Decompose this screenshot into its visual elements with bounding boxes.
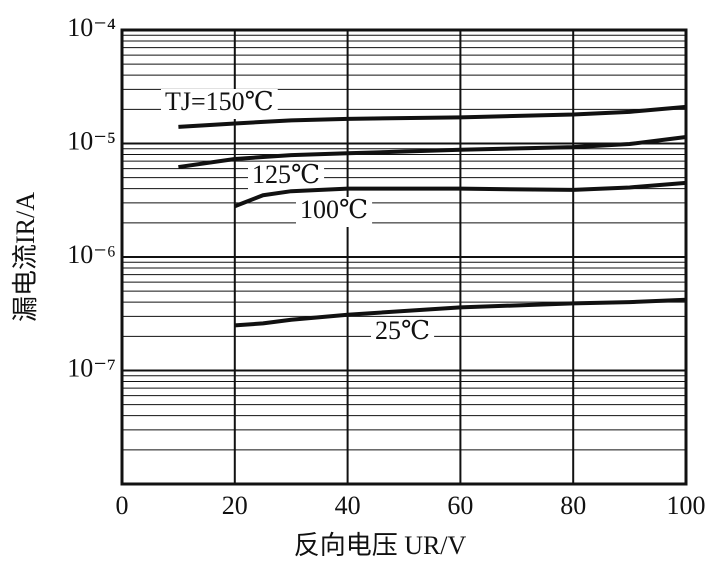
label-bg [296, 197, 373, 227]
data-line [234, 180, 687, 209]
data-line [178, 104, 687, 129]
x-tick-label: 40 [335, 491, 361, 520]
y-tick-label: 10⁻⁵ [67, 126, 116, 155]
series-label: 100℃ [300, 195, 368, 224]
x-tick-label: 100 [667, 491, 706, 520]
y-tick-label: 10⁻⁶ [67, 240, 116, 269]
series-label: 125℃ [252, 160, 320, 189]
series-label: 25℃ [375, 316, 430, 345]
label-bg [371, 318, 435, 348]
label-bg [161, 89, 278, 119]
x-tick-label: 60 [447, 491, 473, 520]
y-axis-label: 漏电流IR/A [11, 192, 40, 322]
data-line [234, 297, 687, 328]
label-bg [248, 162, 325, 192]
x-axis-label: 反向电压 UR/V [294, 531, 467, 560]
x-tick-label: 20 [222, 491, 248, 520]
data-line [178, 135, 687, 170]
plot-frame [120, 28, 688, 486]
x-tick-label: 80 [560, 491, 586, 520]
y-tick-label: 10⁻⁷ [67, 353, 116, 382]
y-tick-label: 10⁻⁴ [67, 13, 116, 42]
x-tick-label: 0 [116, 491, 129, 520]
series-label: TJ=150℃ [165, 87, 274, 116]
